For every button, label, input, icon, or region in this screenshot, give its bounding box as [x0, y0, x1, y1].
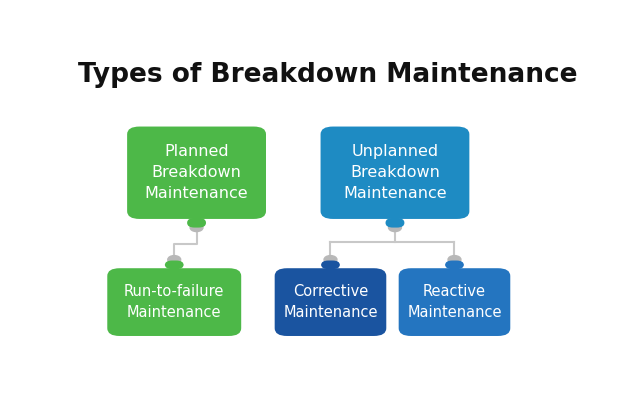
FancyBboxPatch shape	[187, 218, 206, 228]
Circle shape	[388, 224, 401, 232]
Circle shape	[448, 256, 461, 264]
FancyBboxPatch shape	[385, 218, 404, 228]
FancyBboxPatch shape	[399, 268, 510, 336]
Text: Unplanned
Breakdown
Maintenance: Unplanned Breakdown Maintenance	[343, 144, 447, 201]
Text: Planned
Breakdown
Maintenance: Planned Breakdown Maintenance	[145, 144, 248, 201]
FancyBboxPatch shape	[165, 260, 184, 269]
FancyBboxPatch shape	[127, 126, 266, 219]
FancyBboxPatch shape	[108, 268, 241, 336]
Text: Corrective
Maintenance: Corrective Maintenance	[284, 284, 378, 320]
FancyBboxPatch shape	[445, 260, 464, 269]
Circle shape	[324, 256, 337, 264]
Text: Types of Breakdown Maintenance: Types of Breakdown Maintenance	[78, 62, 578, 88]
Circle shape	[168, 256, 180, 264]
FancyBboxPatch shape	[321, 260, 340, 269]
Text: Run-to-failure
Maintenance: Run-to-failure Maintenance	[124, 284, 225, 320]
FancyBboxPatch shape	[321, 126, 469, 219]
Text: Reactive
Maintenance: Reactive Maintenance	[407, 284, 502, 320]
Circle shape	[190, 224, 203, 232]
FancyBboxPatch shape	[275, 268, 387, 336]
